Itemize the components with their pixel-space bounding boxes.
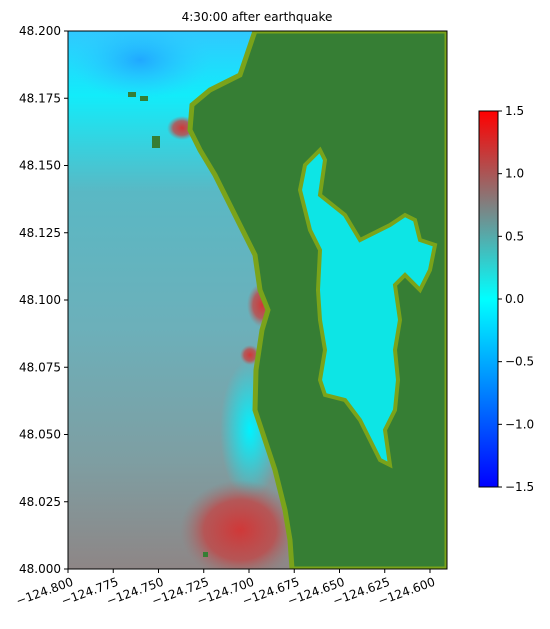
y-tick-label: 48.100 — [19, 293, 61, 307]
y-tick-label: 48.175 — [19, 91, 61, 105]
map — [68, 31, 447, 569]
y-tick-label: 48.025 — [19, 495, 61, 509]
chart-title: 4:30:00 after earthquake — [182, 10, 333, 24]
y-tick-label: 48.125 — [19, 226, 61, 240]
y-tick-label: 48.075 — [19, 360, 61, 374]
colorbar-tick-label: −0.5 — [505, 355, 534, 369]
colorbar-tick-label: 0.5 — [505, 229, 524, 243]
y-tick-label: 48.150 — [19, 159, 61, 173]
colorbar-tick-label: 1.5 — [505, 104, 524, 118]
colorbar: −1.5 −1.0 −0.5 0.0 0.5 1.0 1.5 — [478, 104, 534, 494]
colorbar-tick-label: 1.0 — [505, 167, 524, 181]
y-tick-label: 48.050 — [19, 428, 61, 442]
colorbar-tick-label: −1.5 — [505, 480, 534, 494]
colorbar-tick-label: 0.0 — [505, 292, 524, 306]
y-tick-label: 48.000 — [19, 562, 61, 576]
colorbar-gradient — [478, 110, 499, 488]
colorbar-tick-label: −1.0 — [505, 417, 534, 431]
y-tick-label: 48.200 — [19, 24, 61, 38]
